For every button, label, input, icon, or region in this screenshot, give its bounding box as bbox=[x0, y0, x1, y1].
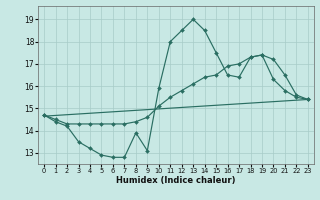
X-axis label: Humidex (Indice chaleur): Humidex (Indice chaleur) bbox=[116, 176, 236, 185]
